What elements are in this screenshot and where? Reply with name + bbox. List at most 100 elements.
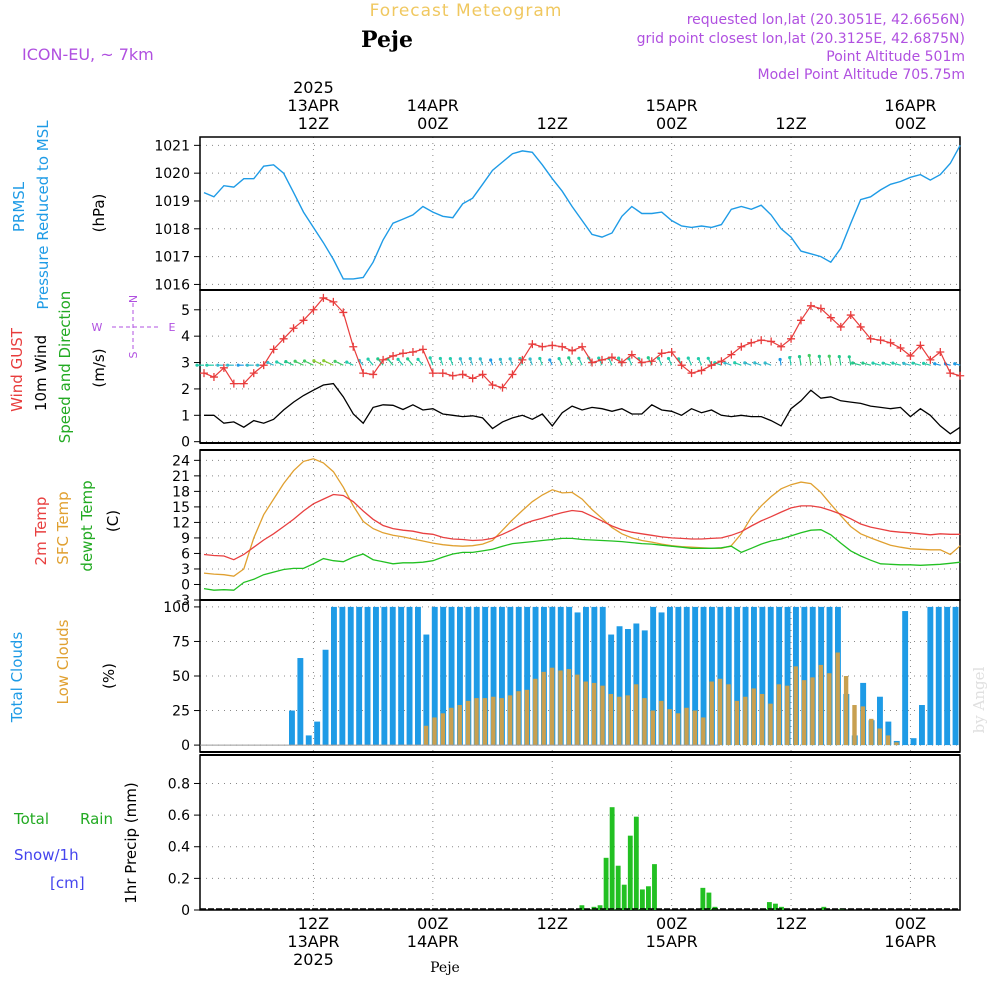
total-cloud-bar <box>616 626 623 746</box>
total-cloud-bar <box>767 606 774 746</box>
gridpoint-coords: grid point closest lon,lat (20.3125E, 42… <box>637 31 965 47</box>
panel-wind: 0 1 2 3 4 5 <box>181 289 961 451</box>
axis-label: Total <box>13 810 49 828</box>
y-tick-label: 75 <box>172 634 190 650</box>
gust-point <box>816 304 825 313</box>
total-cloud-bar <box>885 721 892 746</box>
compass-south: S <box>127 351 140 358</box>
low-cloud-bar <box>474 698 479 746</box>
gust-point <box>956 371 965 380</box>
total-cloud-bar <box>751 606 757 746</box>
time-label-bottom: 16APR <box>884 932 936 951</box>
gust-point <box>219 363 228 372</box>
low-cloud-bar <box>566 669 572 746</box>
axis-label: [cm] <box>50 874 85 892</box>
gust-point <box>866 334 875 343</box>
time-label-bottom: 00Z <box>417 914 448 933</box>
panel-frame <box>199 754 961 911</box>
total-cloud-bar <box>919 705 925 746</box>
gust-point <box>279 334 288 343</box>
gust-point <box>787 334 796 343</box>
wind-arrow-head <box>478 357 482 361</box>
panel-precip: 0 0.2 0.4 0.6 0.8 <box>168 754 961 919</box>
gust-point <box>896 344 905 353</box>
axis-label: PRMSL <box>10 181 28 232</box>
y-tick-label: 9 <box>181 531 190 547</box>
low-cloud-bar <box>843 676 849 746</box>
low-cloud-bar <box>818 664 824 746</box>
low-cloud-bar <box>692 710 698 746</box>
gust-point <box>438 369 447 378</box>
total-cloud-bar <box>347 606 354 746</box>
total-cloud-bar <box>801 606 808 746</box>
low-cloud-bar <box>516 691 521 746</box>
total-cloud-bar <box>440 606 447 746</box>
low-cloud-bar <box>583 681 588 746</box>
wind-speed-line <box>204 382 961 435</box>
y-tick-label: 0.8 <box>168 776 190 792</box>
gust-point <box>488 380 497 389</box>
total-cloud-bar <box>877 696 883 746</box>
wind-arrow-head <box>396 357 400 361</box>
y-tick-label: 1017 <box>154 250 190 266</box>
axis-label: Pressure Reduced to MSL <box>34 120 52 310</box>
low-cloud-bar <box>768 703 773 746</box>
wind-arrow-head <box>778 357 782 362</box>
time-label-bottom: 15APR <box>646 932 698 951</box>
panel-frame <box>199 136 961 291</box>
total-cloud-bar <box>415 606 421 746</box>
low-cloud-bar <box>625 695 630 746</box>
panel-frame <box>199 449 961 601</box>
precip-bar <box>700 887 706 910</box>
total-cloud-bar <box>532 606 539 746</box>
wind-arrow-head <box>489 358 493 362</box>
wind-arrow-head <box>284 359 288 364</box>
low-cloud-bar <box>440 713 446 746</box>
wind-arrow-head <box>256 363 260 367</box>
gust-point <box>677 361 686 370</box>
wind-arrow-head <box>921 361 926 365</box>
low-cloud-bar <box>507 695 513 746</box>
time-label-top: 15APR <box>646 96 698 115</box>
low-cloud-bar <box>675 713 681 746</box>
low-cloud-bar <box>549 667 555 746</box>
wind-arrow-head <box>216 363 220 367</box>
model-altitude: Model Point Altitude 705.75m <box>758 67 965 83</box>
axis-label: (%) <box>100 663 118 689</box>
gust-point <box>468 374 477 383</box>
gust-point <box>667 347 676 356</box>
wind-arrow-head <box>881 361 885 365</box>
wind-arrow-head <box>827 354 831 358</box>
low-cloud-bar <box>524 689 530 746</box>
low-cloud-bar <box>734 700 740 746</box>
gust-point <box>289 324 298 333</box>
y-tick-label: 1019 <box>154 194 190 210</box>
gust-point <box>478 370 487 379</box>
axis-label: Low Clouds <box>54 619 72 704</box>
wind-arrow-head <box>376 357 380 361</box>
axis-label: Total Clouds <box>8 632 26 724</box>
low-cloud-bar <box>759 693 765 746</box>
total-cloud-bar <box>658 612 665 746</box>
gust-point <box>369 370 378 379</box>
wind-arrow-head <box>428 356 432 360</box>
wind-arrow-head <box>807 353 811 358</box>
wind-arrow-head <box>686 356 690 360</box>
total-cloud-bar <box>650 606 657 746</box>
total-cloud-bar <box>952 606 959 746</box>
wind-arrow-head <box>448 357 452 361</box>
total-cloud-bar <box>297 658 304 746</box>
precip-bar <box>633 816 639 910</box>
wind-arrow-head <box>557 356 561 361</box>
low-cloud-bar <box>894 742 899 746</box>
gust-point <box>578 342 587 351</box>
gust-point <box>269 345 278 354</box>
total-cloud-bar <box>742 606 749 746</box>
y-tick-label: -3 <box>176 593 190 609</box>
low-cloud-bar <box>793 666 798 746</box>
precip-bar <box>821 906 827 910</box>
y-tick-label: 0.2 <box>168 871 190 887</box>
wind-arrow-head <box>538 356 542 361</box>
gust-point <box>747 338 756 347</box>
low-cloud-bar <box>835 652 840 746</box>
